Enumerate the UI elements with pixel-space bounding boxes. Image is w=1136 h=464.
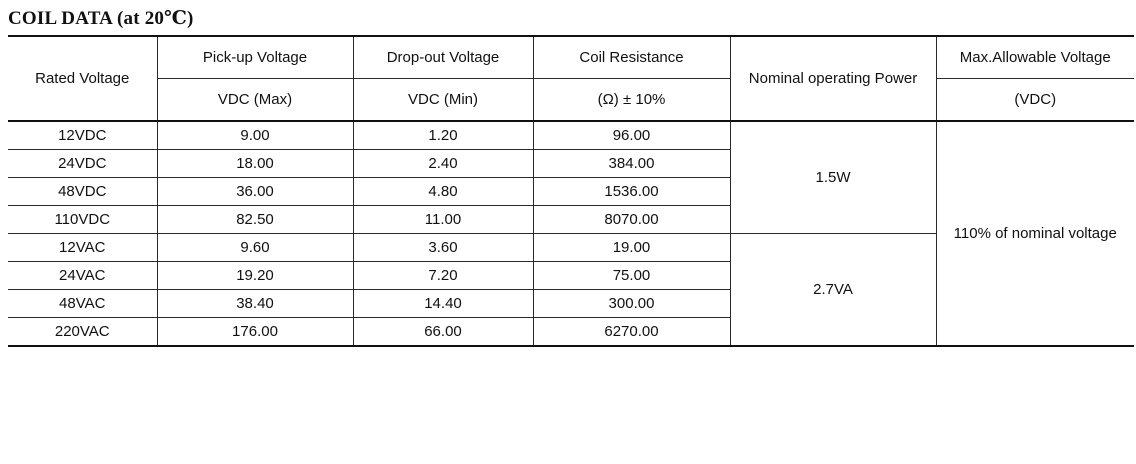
rated-voltage-cell: 220VAC [8,317,158,347]
dropout-voltage-cell: 1.20 [352,120,534,150]
table-row: 12VDC 9.00 1.20 96.00 1.5W 110% of nomin… [8,120,1134,347]
rated-voltage-cell: 48VDC [8,177,158,206]
dropout-voltage-cell: 4.80 [352,177,534,206]
header-rated-voltage: Rated Voltage [8,35,158,122]
pickup-voltage-cell: 18.00 [156,149,354,178]
table-row: 110VDC 82.50 11.00 8070.00 [8,205,1134,234]
coil-resistance-cell: 75.00 [532,261,731,290]
max-allowable-voltage-cell: 110% of nominal voltage [935,120,1134,347]
dropout-voltage-cell: 66.00 [352,317,534,347]
header-pickup-unit: VDC (Max) [156,78,354,122]
header-pickup-voltage: Pick-up Voltage [156,35,354,79]
rated-voltage-cell: 24VAC [8,261,158,290]
header-row-1: Rated Voltage Pick-up Voltage Drop-out V… [8,35,1134,122]
rated-voltage-cell: 12VAC [8,233,158,262]
table-row: 220VAC 176.00 66.00 6270.00 [8,317,1134,347]
header-nominal-power: Nominal operating Power [729,35,937,122]
table-title: COIL DATA (at 20℃) [8,8,194,29]
coil-resistance-cell: 96.00 [532,120,731,150]
coil-resistance-cell: 384.00 [532,149,731,178]
coil-resistance-cell: 300.00 [532,289,731,318]
rated-voltage-cell: 24VDC [8,149,158,178]
pickup-voltage-cell: 9.00 [156,120,354,150]
coil-data-table: Rated Voltage Pick-up Voltage Drop-out V… [8,35,1134,347]
coil-resistance-cell: 1536.00 [532,177,731,206]
pickup-voltage-cell: 38.40 [156,289,354,318]
header-resistance-unit: (Ω) ± 10% [532,78,731,122]
table-row: 48VAC 38.40 14.40 300.00 [8,289,1134,318]
rated-voltage-cell: 48VAC [8,289,158,318]
header-dropout-voltage: Drop-out Voltage [352,35,534,79]
pickup-voltage-cell: 36.00 [156,177,354,206]
dropout-voltage-cell: 7.20 [352,261,534,290]
nominal-power-dc-cell: 1.5W [729,120,937,234]
rated-voltage-cell: 12VDC [8,120,158,150]
header-row-2: VDC (Max) VDC (Min) (Ω) ± 10% (VDC) [8,78,1134,122]
header-coil-resistance: Coil Resistance [532,35,731,79]
coil-resistance-cell: 6270.00 [532,317,731,347]
coil-resistance-cell: 19.00 [532,233,731,262]
dropout-voltage-cell: 14.40 [352,289,534,318]
dropout-voltage-cell: 2.40 [352,149,534,178]
header-dropout-unit: VDC (Min) [352,78,534,122]
header-max-voltage-unit: (VDC) [935,78,1134,122]
dropout-voltage-cell: 11.00 [352,205,534,234]
pickup-voltage-cell: 9.60 [156,233,354,262]
pickup-voltage-cell: 176.00 [156,317,354,347]
pickup-voltage-cell: 19.20 [156,261,354,290]
pickup-voltage-cell: 82.50 [156,205,354,234]
header-max-voltage: Max.Allowable Voltage [935,35,1134,79]
nominal-power-ac-cell: 2.7VA [729,233,937,347]
rated-voltage-cell: 110VDC [8,205,158,234]
dropout-voltage-cell: 3.60 [352,233,534,262]
coil-resistance-cell: 8070.00 [532,205,731,234]
